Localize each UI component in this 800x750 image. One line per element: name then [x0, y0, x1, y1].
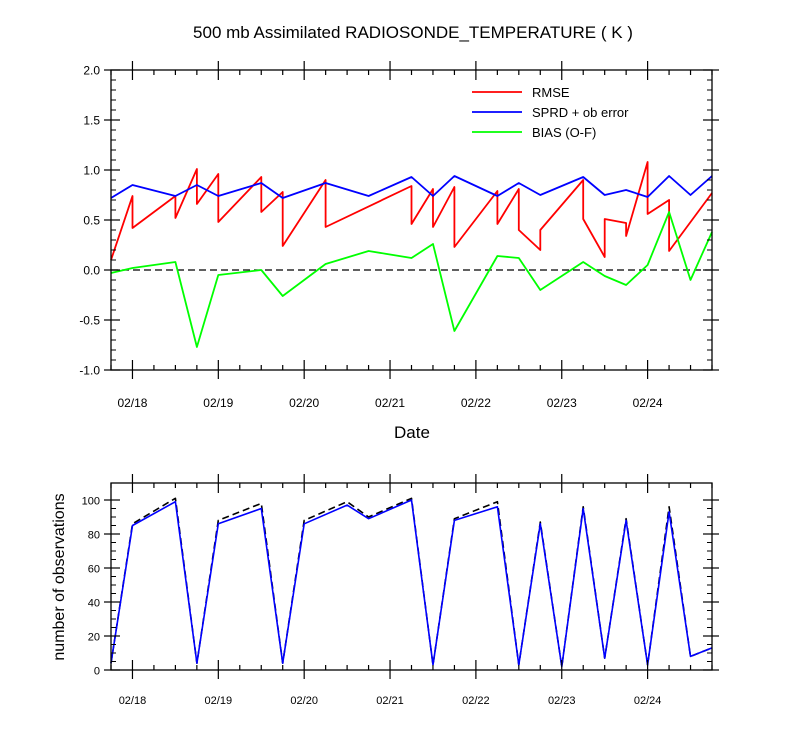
- x-tick-label: 02/20: [289, 396, 319, 410]
- chart-title: 500 mb Assimilated RADIOSONDE_TEMPERATUR…: [193, 23, 633, 42]
- legend-label: RMSE: [532, 85, 570, 100]
- x-tick-label: 02/24: [634, 695, 662, 707]
- x-tick-label: 02/18: [119, 695, 147, 707]
- y-tick-label: 0.5: [83, 214, 100, 228]
- legend-label: BIAS (O-F): [532, 125, 596, 140]
- y-tick-label: 0: [94, 666, 100, 678]
- x-tick-label: 02/18: [117, 396, 147, 410]
- y-tick-label: 40: [88, 598, 100, 610]
- x-axis-label: Date: [394, 423, 430, 442]
- y-tick-label: 80: [88, 530, 100, 542]
- legend: RMSE SPRD + ob error BIAS (O-F): [472, 85, 629, 140]
- top-series-rmse-line: [110, 161, 713, 261]
- y-tick-label: 0.0: [83, 264, 100, 278]
- y-tick-label: 1.0: [83, 164, 100, 178]
- bottom-plot-frame: [110, 482, 713, 671]
- x-tick-label: 02/23: [547, 396, 577, 410]
- y-tick-label: -0.5: [79, 314, 100, 328]
- y-tick-label: 2.0: [83, 64, 100, 78]
- bottom-series-assimilated-observations-line: [110, 499, 713, 668]
- x-tick-label: 02/22: [461, 396, 491, 410]
- y-axis-label-bottom: number of observations: [51, 493, 68, 660]
- y-tick-label: -1.0: [79, 364, 100, 378]
- x-tick-label: 02/21: [375, 396, 405, 410]
- y-tick-label: 60: [88, 564, 100, 576]
- x-tick-label: 02/23: [548, 695, 576, 707]
- bottom-series-total-observations-line: [110, 497, 713, 668]
- bottom-panel: 02/18 02/19 02/20 02/21 02/22 02/23 02/24 0 20 40…: [82, 474, 719, 707]
- legend-label: SPRD + ob error: [532, 105, 629, 120]
- x-tick-label: 02/19: [203, 396, 233, 410]
- x-tick-label: 02/21: [376, 695, 404, 707]
- y-tick-label: 1.5: [83, 114, 100, 128]
- top-series-bias-o-f-line: [110, 211, 713, 348]
- y-tick-label: 20: [88, 632, 100, 644]
- x-tick-label: 02/19: [205, 695, 233, 707]
- top-series-sprd-ob-error-line: [110, 175, 713, 199]
- x-tick-label: 02/24: [633, 396, 663, 410]
- x-tick-label: 02/20: [290, 695, 318, 707]
- top-panel: 02/18 02/19 02/20 02/21 02/22 02/23 02/24 -1.0 -…: [79, 61, 719, 410]
- y-tick-label: 100: [82, 496, 100, 508]
- x-tick-label: 02/22: [462, 695, 490, 707]
